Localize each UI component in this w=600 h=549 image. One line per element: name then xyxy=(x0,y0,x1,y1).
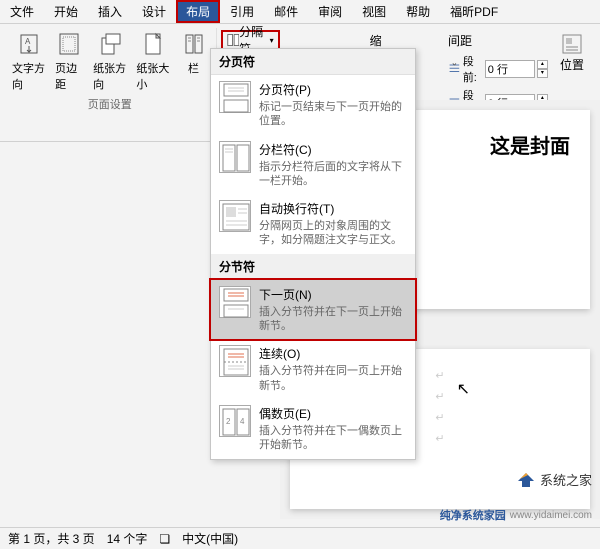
svg-text:2: 2 xyxy=(226,417,231,426)
spacing-before-row: 段前: ▴▾ xyxy=(448,53,548,85)
margins-button[interactable]: 页边距 xyxy=(51,28,87,94)
svg-text:4: 4 xyxy=(240,417,245,426)
columns-button[interactable]: 栏 xyxy=(176,28,212,94)
page-break-desc: 标记一页结束与下一页开始的位置。 xyxy=(259,100,407,129)
page-size-button[interactable]: 纸张大小 xyxy=(132,28,173,94)
page-break-title: 分页符(P) xyxy=(259,81,407,98)
breaks-button[interactable]: 分隔符 ▾ xyxy=(221,30,280,50)
menu-view[interactable]: 视图 xyxy=(352,0,396,23)
status-lang-icon: ❏ xyxy=(159,532,170,546)
watermark-brand: 纯净系统家园 www.yidaimei.com xyxy=(440,507,592,523)
menu-design[interactable]: 设计 xyxy=(132,0,176,23)
spacing-before-input[interactable] xyxy=(485,60,535,78)
continuous-desc: 插入分节符并在同一页上开始新节。 xyxy=(259,364,407,393)
column-break-icon xyxy=(219,141,251,173)
text-direction-button[interactable]: A 文字方向 xyxy=(8,28,49,94)
text-wrap-icon xyxy=(219,200,251,232)
dropdown-header-page-breaks: 分页符 xyxy=(211,49,415,75)
orientation-label: 纸张方向 xyxy=(93,60,126,92)
dropdown-item-column-break[interactable]: 分栏符(C) 指示分栏符后面的文字将从下一栏开始。 xyxy=(211,135,415,195)
dropdown-item-continuous[interactable]: 连续(O) 插入分节符并在同一页上开始新节。 xyxy=(211,339,415,399)
column-break-desc: 指示分栏符后面的文字将从下一栏开始。 xyxy=(259,160,407,189)
paragraph-mark: ↵ xyxy=(435,390,444,403)
next-page-icon xyxy=(219,286,251,318)
spacing-before-label: 段前: xyxy=(463,53,483,85)
orientation-button[interactable]: 纸张方向 xyxy=(89,28,130,94)
text-direction-icon: A xyxy=(17,32,41,56)
even-page-icon: 24 xyxy=(219,405,251,437)
position-icon xyxy=(560,32,584,56)
page-size-label: 纸张大小 xyxy=(136,60,169,92)
spacing-before-icon xyxy=(448,61,461,77)
orientation-icon xyxy=(98,32,122,56)
menu-file[interactable]: 文件 xyxy=(0,0,44,23)
spacing-label: 间距 xyxy=(448,32,548,49)
margins-label: 页边距 xyxy=(55,60,83,92)
menu-references[interactable]: 引用 xyxy=(220,0,264,23)
column-break-title: 分栏符(C) xyxy=(259,141,407,158)
text-direction-label: 文字方向 xyxy=(12,60,45,92)
menu-foxit-pdf[interactable]: 福昕PDF xyxy=(440,0,508,23)
breaks-dropdown: 分页符 分页符(P) 标记一页结束与下一页开始的位置。 分栏符(C) 指示分栏符… xyxy=(210,48,416,460)
even-page-desc: 插入分节符并在下一偶数页上开始新节。 xyxy=(259,424,407,453)
next-page-title: 下一页(N) xyxy=(259,286,407,303)
dropdown-header-section-breaks: 分节符 xyxy=(211,254,415,280)
dropdown-item-next-page[interactable]: 下一页(N) 插入分节符并在下一页上开始新节。 xyxy=(209,278,417,342)
watermark-brand2: 系统之家 xyxy=(516,469,592,489)
dropdown-item-page-break[interactable]: 分页符(P) 标记一页结束与下一页开始的位置。 xyxy=(211,75,415,135)
continuous-title: 连续(O) xyxy=(259,345,407,362)
page-break-icon xyxy=(219,81,251,113)
even-page-title: 偶数页(E) xyxy=(259,405,407,422)
dropdown-item-even-page[interactable]: 24 偶数页(E) 插入分节符并在下一偶数页上开始新节。 xyxy=(211,399,415,459)
breaks-icon xyxy=(227,32,240,48)
paragraph-mark: ↵ xyxy=(435,432,444,445)
columns-label: 栏 xyxy=(188,60,199,76)
menu-layout[interactable]: 布局 xyxy=(176,0,220,23)
columns-icon xyxy=(182,32,206,56)
statusbar: 第 1 页，共 3 页 14 个字 ❏ 中文(中国) xyxy=(0,527,600,549)
page-size-icon xyxy=(141,32,165,56)
ribbon-group-page-setup: A 文字方向 页边距 纸张方向 纸张大小 栏 页面设置 xyxy=(8,28,217,141)
brand-logo-icon xyxy=(516,469,536,489)
spacing-before-spinner[interactable]: ▴▾ xyxy=(537,60,548,78)
menu-insert[interactable]: 插入 xyxy=(88,0,132,23)
menu-mailings[interactable]: 邮件 xyxy=(264,0,308,23)
page-setup-group-title: 页面设置 xyxy=(88,96,132,112)
menubar: 文件 开始 插入 设计 布局 引用 邮件 审阅 视图 帮助 福昕PDF xyxy=(0,0,600,24)
status-word-count[interactable]: 14 个字 xyxy=(107,530,148,547)
menu-home[interactable]: 开始 xyxy=(44,0,88,23)
text-wrap-title: 自动换行符(T) xyxy=(259,200,407,217)
position-label: 位置 xyxy=(560,56,584,73)
mouse-cursor-icon: ↖ xyxy=(457,379,470,399)
text-wrap-desc: 分隔网页上的对象周围的文字，如分隔题注文字与正文。 xyxy=(259,219,407,248)
menu-help[interactable]: 帮助 xyxy=(396,0,440,23)
dropdown-item-text-wrap[interactable]: 自动换行符(T) 分隔网页上的对象周围的文字，如分隔题注文字与正文。 xyxy=(211,194,415,254)
continuous-icon xyxy=(219,345,251,377)
svg-text:A: A xyxy=(25,37,31,46)
status-page-count[interactable]: 第 1 页，共 3 页 xyxy=(8,530,95,547)
status-language[interactable]: 中文(中国) xyxy=(182,530,238,547)
margins-icon xyxy=(57,32,81,56)
chevron-down-icon: ▾ xyxy=(270,36,274,45)
paragraph-mark: ↵ xyxy=(435,411,444,424)
next-page-desc: 插入分节符并在下一页上开始新节。 xyxy=(259,305,407,334)
paragraph-mark: ↵ xyxy=(435,369,444,382)
menu-review[interactable]: 审阅 xyxy=(308,0,352,23)
